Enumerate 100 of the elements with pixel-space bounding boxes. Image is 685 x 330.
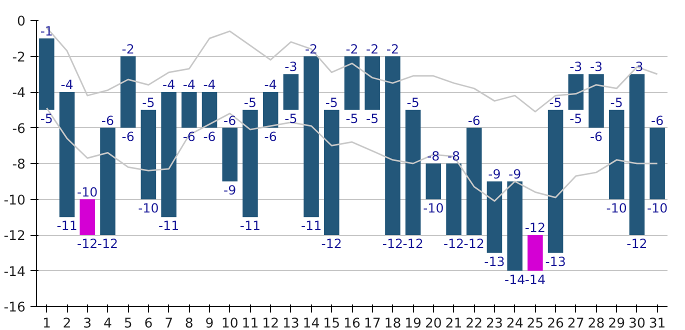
text: -2 xyxy=(346,41,358,56)
bar xyxy=(385,56,400,235)
x-tick-label: 1 xyxy=(42,316,51,330)
text: -13 xyxy=(484,254,505,269)
text: -2 xyxy=(122,41,134,56)
text: -10 xyxy=(423,200,444,216)
x-tick-label: 19 xyxy=(404,316,422,330)
text: -6 xyxy=(182,128,196,144)
x-tick-label: 29 xyxy=(608,316,626,330)
y-tick-label: -10 xyxy=(4,193,26,208)
x-tick-label: 28 xyxy=(588,316,605,330)
text: -2 xyxy=(366,41,379,56)
x-tick-label: 2 xyxy=(62,316,72,330)
bar xyxy=(222,128,238,182)
bar xyxy=(364,56,380,110)
text: -2 xyxy=(304,41,318,56)
x-tick-label: 12 xyxy=(262,316,280,330)
x-tick-label: 26 xyxy=(547,316,564,330)
text: -12 xyxy=(524,220,546,235)
text: -5 xyxy=(244,94,257,110)
bar xyxy=(528,235,543,271)
bar xyxy=(426,164,442,200)
text: -4 xyxy=(182,77,196,92)
x-tick-label: 14 xyxy=(302,316,320,330)
x-tick-label: 6 xyxy=(144,316,153,330)
text: -5 xyxy=(325,94,338,110)
text: -12 xyxy=(443,236,464,251)
x-tick-label: 22 xyxy=(466,316,483,330)
y-tick-label: -2 xyxy=(12,50,26,66)
text: -5 xyxy=(549,94,562,110)
text: -12 xyxy=(464,236,484,251)
text: -6 xyxy=(203,128,216,144)
bar xyxy=(242,110,258,218)
bar xyxy=(507,181,522,271)
y-tick-label: -14 xyxy=(4,264,26,280)
x-tick-label: 18 xyxy=(384,316,402,330)
x-tick-label: 10 xyxy=(221,316,238,330)
bar xyxy=(486,181,502,253)
bar xyxy=(344,56,360,110)
text: -5 xyxy=(142,94,155,110)
x-tick-label: 24 xyxy=(506,316,524,330)
text: -1 xyxy=(40,23,53,38)
text: -3 xyxy=(590,59,603,74)
y-tick-label: -6 xyxy=(12,122,26,137)
bar xyxy=(629,74,645,235)
text: -5 xyxy=(406,94,420,110)
text: -12 xyxy=(77,236,98,251)
text: -11 xyxy=(240,218,261,234)
bar xyxy=(182,92,197,128)
x-tick-label: 31 xyxy=(648,316,666,330)
text: -3 xyxy=(284,59,298,74)
text: -11 xyxy=(158,218,180,234)
bar xyxy=(588,74,604,128)
text: -12 xyxy=(626,236,648,251)
text: -5 xyxy=(570,110,582,126)
text: -11 xyxy=(300,218,322,234)
text: -5 xyxy=(346,110,358,126)
x-tick-label: 8 xyxy=(184,316,194,330)
x-tick-label: 4 xyxy=(104,316,112,330)
text: -10 xyxy=(646,200,668,216)
x-tick-label: 23 xyxy=(486,316,503,330)
text: -6 xyxy=(122,128,134,144)
text: -14 xyxy=(524,272,546,287)
bar xyxy=(405,110,421,235)
text: -10 xyxy=(606,200,627,216)
text: -9 xyxy=(508,166,522,182)
text: -8 xyxy=(447,148,460,164)
text: -12 xyxy=(382,236,404,251)
bar xyxy=(446,164,462,235)
text: -13 xyxy=(545,254,566,269)
text: -11 xyxy=(56,218,78,234)
bar xyxy=(120,56,136,128)
y-tick-label: -8 xyxy=(12,158,26,172)
bar xyxy=(59,92,75,218)
bar xyxy=(140,110,156,200)
x-tick-label: 5 xyxy=(124,316,132,330)
text: -14 xyxy=(504,272,526,287)
bar xyxy=(161,92,176,218)
x-tick-label: 9 xyxy=(205,316,214,330)
y-tick-label: -16 xyxy=(4,300,26,316)
x-tick-label: 3 xyxy=(83,316,92,330)
text: -6 xyxy=(101,112,114,128)
text: -6 xyxy=(264,128,277,144)
x-tick-label: 7 xyxy=(164,316,174,330)
text: -5 xyxy=(40,110,53,126)
bar xyxy=(80,199,96,235)
bar xyxy=(283,74,299,110)
x-tick-label: 17 xyxy=(364,316,381,330)
bar xyxy=(324,110,340,235)
bar xyxy=(650,128,665,200)
text: -6 xyxy=(590,128,603,144)
y-tick-label: 0 xyxy=(17,14,26,30)
text: -10 xyxy=(77,184,98,200)
text: -4 xyxy=(162,77,176,92)
text: -10 xyxy=(138,200,159,216)
text: -4 xyxy=(264,77,277,92)
text: -12 xyxy=(321,236,342,251)
text: -5 xyxy=(366,110,379,126)
x-tick-label: 11 xyxy=(242,316,259,330)
text: -8 xyxy=(427,148,440,164)
